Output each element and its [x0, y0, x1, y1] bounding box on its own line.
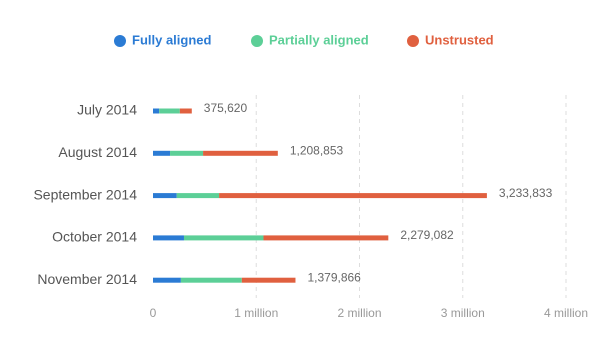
total-label: 375,620 [204, 101, 248, 115]
bar-segment [153, 277, 181, 283]
total-label: 3,233,833 [499, 186, 553, 200]
legend-marker [114, 35, 126, 47]
bar-segment [183, 235, 264, 241]
bar-segment [170, 150, 204, 156]
x-tick-label: 2 million [337, 306, 381, 320]
bar-segment [219, 193, 487, 199]
bar-segment [180, 277, 242, 283]
category-label: October 2014 [52, 229, 137, 245]
x-tick-label: 1 million [234, 306, 278, 320]
legend-marker [251, 35, 263, 47]
total-label: 1,208,853 [290, 143, 344, 157]
category-label: August 2014 [58, 144, 137, 160]
legend-label: Unstrusted [425, 32, 494, 47]
category-label: July 2014 [77, 102, 137, 118]
bar-segment [179, 108, 192, 114]
bar-segment [153, 150, 171, 156]
x-tick-label: 3 million [441, 306, 485, 320]
legend-label: Partially aligned [269, 32, 369, 47]
bar-segment [153, 108, 160, 114]
legend-label: Fully aligned [132, 32, 212, 47]
category-label: September 2014 [33, 186, 137, 202]
bar-segment [153, 193, 177, 199]
x-tick-label: 4 million [544, 306, 588, 320]
total-label: 1,379,866 [307, 270, 361, 284]
bar-segment [176, 193, 220, 199]
category-label: November 2014 [37, 271, 137, 287]
legend-marker [407, 35, 419, 47]
bar-segment [263, 235, 389, 241]
x-tick-label: 0 [150, 306, 157, 320]
bar-segment [159, 108, 180, 114]
bar-segment [203, 150, 278, 156]
total-label: 2,279,082 [400, 228, 454, 242]
bar-segment [241, 277, 296, 283]
bar-segment [153, 235, 184, 241]
